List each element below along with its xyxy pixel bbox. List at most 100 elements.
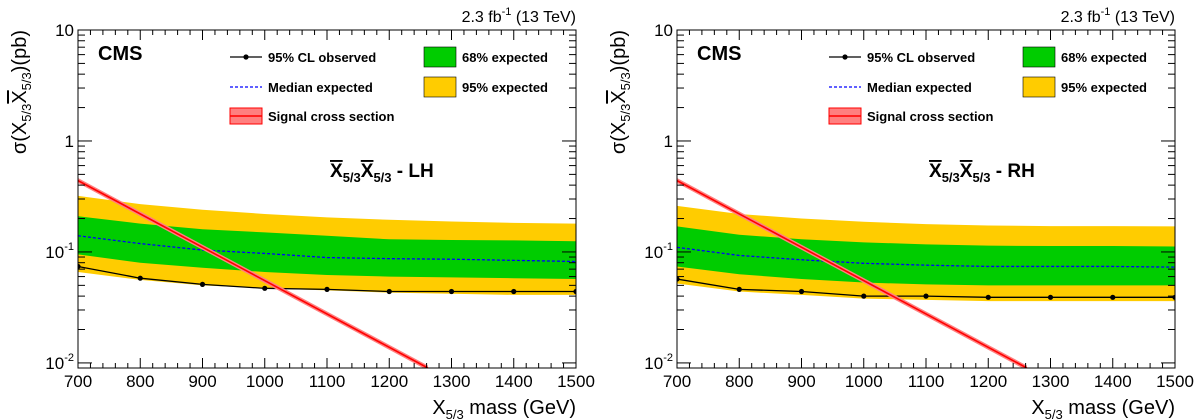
observed-point xyxy=(386,288,392,295)
x-tick-label: 900 xyxy=(787,372,815,391)
observed-point xyxy=(448,288,455,295)
x-axis-label-x: X xyxy=(432,397,445,419)
energy-label: (13 TeV) xyxy=(511,9,576,26)
y-tick-base: 10 xyxy=(644,243,663,262)
observed-point xyxy=(262,285,268,291)
median-expected-line xyxy=(677,246,1175,268)
x-axis-label: X5/3 mass (GeV) xyxy=(1031,397,1175,419)
lumi-value: 2.3 fb xyxy=(1061,9,1101,26)
y-tick-label: 10-1 xyxy=(644,241,673,262)
x-axis-label: X5/3 mass (GeV) xyxy=(432,397,576,419)
x-tick-label: 1400 xyxy=(1094,372,1132,391)
channel-suffix: - RH xyxy=(991,161,1035,182)
x-tick-label: 800 xyxy=(725,372,753,391)
plot-area xyxy=(78,178,576,368)
observed-point xyxy=(199,281,206,288)
left-chart: 700 800 900 1000 1100 1200 1300 1400 150010110-1… xyxy=(9,6,595,419)
legend: 95% CL observed Median expected Signal cro… xyxy=(828,46,1147,125)
channel-sub: 5/3 xyxy=(942,170,960,185)
experiment-label: CMS xyxy=(697,43,741,65)
observed-point xyxy=(985,294,991,300)
y-tick-base: 10 xyxy=(654,21,673,40)
legend-95-label: 95% expected xyxy=(462,80,548,95)
y-tick-base: 10 xyxy=(55,21,74,40)
energy-label: (13 TeV) xyxy=(1110,9,1175,26)
x-axis-label-x: X xyxy=(1031,397,1044,419)
x-tick-label: 700 xyxy=(64,372,92,391)
channel-x-bar: X xyxy=(361,161,374,182)
legend: 95% CL observed Median expected Signal cro… xyxy=(229,46,548,125)
y-label-bar: X xyxy=(9,90,31,103)
observed-point xyxy=(798,288,805,295)
y-label-sub2: 5/3 xyxy=(618,72,633,90)
channel-suffix: - LH xyxy=(392,161,434,182)
y-label-sub1: 5/3 xyxy=(19,104,34,122)
plot-area xyxy=(677,178,1175,368)
x-tick-label: 1200 xyxy=(969,372,1007,391)
x-axis-label-rest: mass (GeV) xyxy=(464,397,576,419)
y-label-prefix: σ(X xyxy=(9,122,31,154)
legend-68-swatch xyxy=(1022,46,1056,68)
legend-signal-label: Signal cross section xyxy=(268,109,394,124)
legend-95-swatch xyxy=(1022,76,1056,98)
observed-point xyxy=(861,293,867,299)
y-label-sub2: 5/3 xyxy=(19,72,34,90)
y-label-bar: X xyxy=(608,90,630,103)
y-tick-exponent: -1 xyxy=(64,241,74,253)
y-tick-base: 1 xyxy=(664,132,673,151)
x-tick-label: 700 xyxy=(663,372,691,391)
observed-point xyxy=(677,276,680,282)
channel-sub-2: 5/3 xyxy=(972,170,990,185)
x-tick-label: 1400 xyxy=(495,372,533,391)
channel-sub-2: 5/3 xyxy=(373,170,391,185)
y-tick-label: 1 xyxy=(65,132,74,151)
y-label-suffix: )(pb) xyxy=(9,30,31,72)
luminosity-label: 2.3 fb-1 (13 TeV) xyxy=(1061,6,1175,26)
observed-point xyxy=(736,286,742,292)
observed-point xyxy=(573,288,576,295)
x-tick-label: 1500 xyxy=(557,372,595,391)
median-expected-line xyxy=(78,235,576,263)
legend-observed-marker xyxy=(243,54,249,60)
channel-label: X5/3X5/3 - RH xyxy=(929,161,1035,185)
observed-point xyxy=(1047,294,1054,300)
channel-label: X5/3X5/3 - LH xyxy=(330,161,434,185)
legend-68-swatch xyxy=(423,46,457,68)
observed-point xyxy=(78,263,81,270)
legend-observed-marker xyxy=(842,54,848,60)
x-axis-label-rest: mass (GeV) xyxy=(1063,397,1175,419)
band-68-expected xyxy=(677,226,1175,286)
y-tick-exponent: -2 xyxy=(663,352,673,364)
y-tick-base: 10 xyxy=(644,354,663,373)
x-tick-label: 1100 xyxy=(908,372,945,391)
observed-point xyxy=(137,275,143,281)
signal-line xyxy=(78,179,429,368)
x-tick-label: 1300 xyxy=(433,372,471,391)
legend-95-swatch xyxy=(423,76,457,98)
x-tick-label: 1500 xyxy=(1156,372,1194,391)
legend-observed-label: 95% CL observed xyxy=(268,50,376,65)
experiment-label: CMS xyxy=(98,43,142,65)
y-tick-label: 10-1 xyxy=(45,241,74,262)
right-chart-panel: 700 800 900 1000 1100 1200 1300 1400 1500 10 1 10-1… xyxy=(599,0,1199,419)
band-68-expected xyxy=(78,216,576,280)
right-chart: 700 800 900 1000 1100 1200 1300 1400 150010110-1… xyxy=(608,6,1194,419)
legend-observed-label: 95% CL observed xyxy=(867,50,975,65)
lumi-value: 2.3 fb xyxy=(462,9,502,26)
y-tick-base: 10 xyxy=(45,243,64,262)
y-tick-label: 10-2 xyxy=(45,352,74,373)
legend-median-label: Median expected xyxy=(268,80,373,95)
channel-x: X xyxy=(330,161,343,182)
y-tick-label: 10 xyxy=(654,21,673,40)
lumi-exponent: -1 xyxy=(502,6,512,18)
legend-95-label: 95% expected xyxy=(1061,80,1147,95)
y-tick-exponent: -2 xyxy=(64,352,74,364)
observed-point xyxy=(923,293,929,299)
x-tick-label: 800 xyxy=(126,372,154,391)
channel-x: X xyxy=(929,161,942,182)
signal-line xyxy=(677,179,1028,368)
observed-point xyxy=(324,286,330,292)
lumi-exponent: -1 xyxy=(1101,6,1111,18)
x-tick-label: 1000 xyxy=(246,372,284,391)
y-label-sub1: 5/3 xyxy=(618,104,633,122)
